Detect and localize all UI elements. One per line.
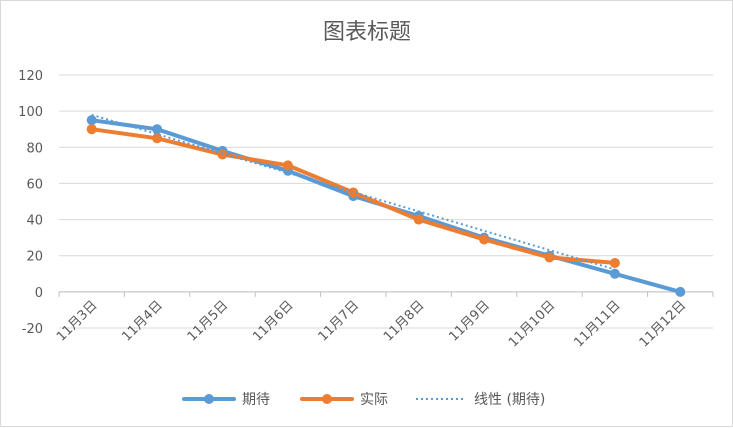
x-tick-label: 11月7日 xyxy=(316,298,363,345)
legend-label: 实际 xyxy=(360,392,388,408)
y-tick-label: 100 xyxy=(18,105,43,120)
data-point xyxy=(609,257,620,268)
x-axis-ticks: 11月3日 11月4日 11月5日 11月6日 11月7日 11月8日 11月9日 11月10… xyxy=(54,298,689,350)
series-2 xyxy=(91,113,616,271)
data-point xyxy=(348,187,359,198)
data-point xyxy=(86,124,97,135)
legend-item-2: 线性 (期待) xyxy=(416,392,545,408)
y-tick-label: 0 xyxy=(35,286,43,301)
x-tick-label: 11月4日 xyxy=(119,298,166,345)
x-axis xyxy=(58,291,714,297)
y-tick-label: 120 xyxy=(18,69,43,84)
y-tick-label: 40 xyxy=(26,214,43,229)
chart-title: 图表标题 xyxy=(323,20,411,45)
data-point xyxy=(675,286,686,297)
x-tick-label: 11月12日 xyxy=(637,298,689,350)
legend-marker xyxy=(322,394,332,404)
x-tick-label: 11月9日 xyxy=(446,298,493,345)
legend-marker xyxy=(204,394,214,404)
legend-item-1: 实际 xyxy=(300,392,388,408)
x-tick-label: 11月3日 xyxy=(54,298,101,345)
x-tick-label: 11月11日 xyxy=(571,298,623,350)
data-point xyxy=(152,124,163,135)
y-tick-label: 80 xyxy=(26,141,43,156)
x-tick-label: 11月5日 xyxy=(185,298,232,345)
series-layer xyxy=(86,113,686,297)
legend-label: 线性 (期待) xyxy=(474,392,545,408)
legend-item-0: 期待 xyxy=(182,392,270,408)
data-point xyxy=(544,252,555,263)
legend-label: 期待 xyxy=(242,392,270,408)
data-point xyxy=(479,234,490,245)
data-point xyxy=(86,115,97,126)
data-point xyxy=(282,160,293,171)
series-line xyxy=(91,113,616,271)
legend: 期待 实际 线性 (期待) xyxy=(182,392,545,408)
y-tick-label: -20 xyxy=(22,322,43,337)
series-1 xyxy=(86,124,620,268)
y-tick-label: 20 xyxy=(26,250,43,265)
data-point xyxy=(609,268,620,279)
x-tick-label: 11月6日 xyxy=(250,298,297,345)
x-tick-label: 11月8日 xyxy=(381,298,428,345)
y-tick-label: 60 xyxy=(26,177,43,192)
y-axis-ticks: -20 0 20 40 60 80 100 120 xyxy=(18,69,43,337)
x-tick-label: 11月10日 xyxy=(506,298,558,350)
data-point xyxy=(217,149,228,160)
data-point xyxy=(413,214,424,225)
